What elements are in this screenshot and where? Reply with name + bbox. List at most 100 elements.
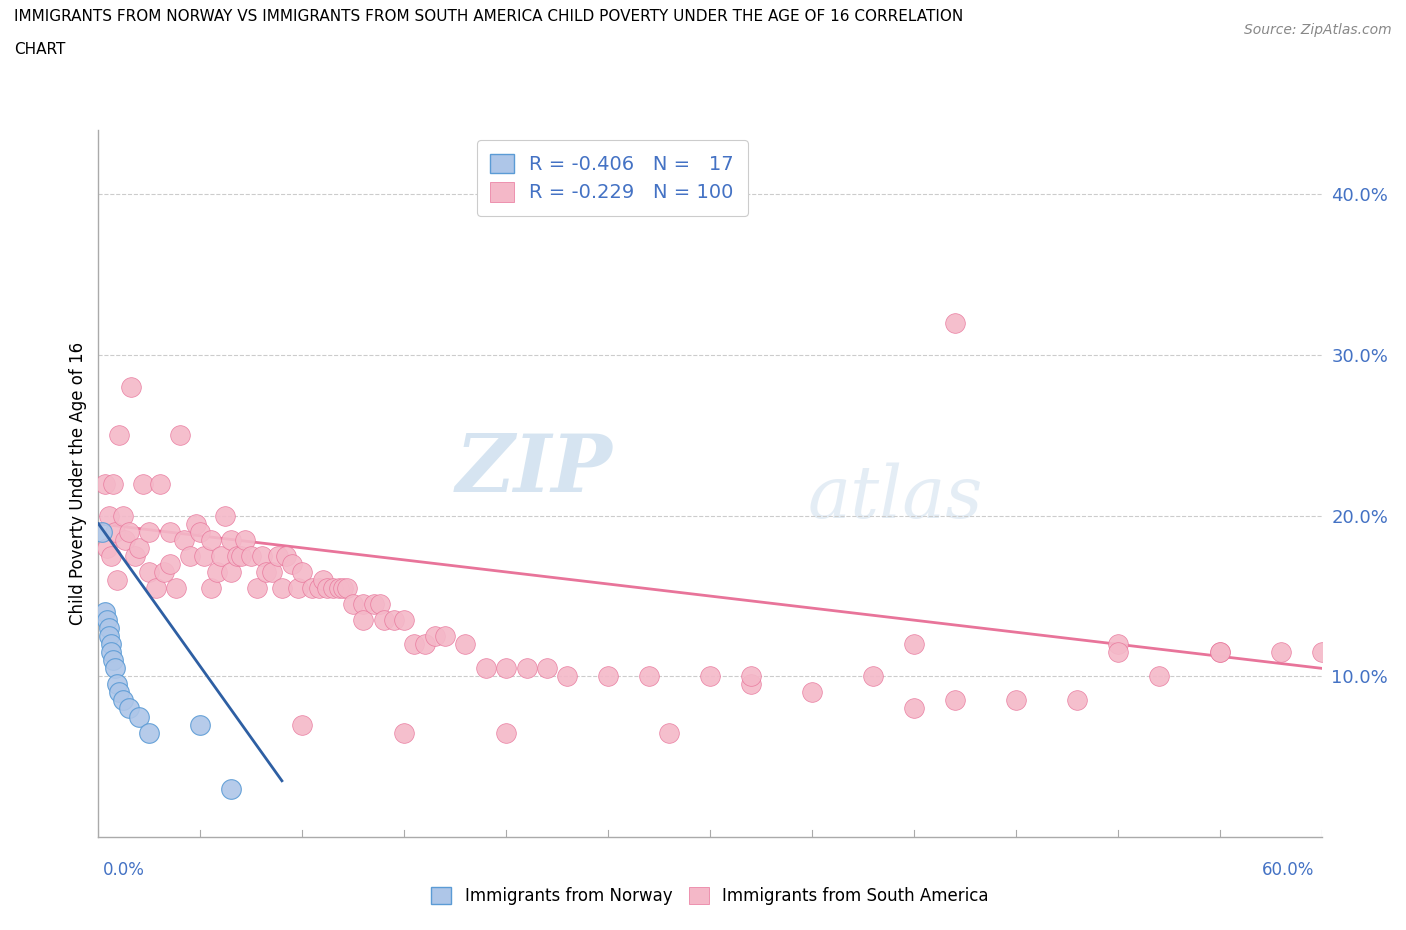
- Point: [209, 549, 232, 564]
- Point: [250, 549, 273, 564]
- Point: [96, 613, 118, 628]
- Point: [368, 597, 391, 612]
- Point: [138, 565, 160, 579]
- Point: [740, 677, 762, 692]
- Point: [93, 476, 115, 491]
- Point: [165, 580, 187, 595]
- Point: [495, 661, 517, 676]
- Point: [246, 580, 269, 595]
- Point: [138, 725, 160, 740]
- Point: [637, 669, 661, 684]
- Point: [943, 315, 966, 330]
- Point: [1209, 644, 1232, 659]
- Point: [315, 580, 337, 595]
- Point: [101, 653, 124, 668]
- Point: [128, 540, 150, 555]
- Point: [111, 693, 134, 708]
- Point: [474, 661, 498, 676]
- Point: [336, 580, 359, 595]
- Y-axis label: Child Poverty Under the Age of 16: Child Poverty Under the Age of 16: [69, 342, 87, 625]
- Point: [328, 580, 350, 595]
- Point: [104, 661, 127, 676]
- Point: [159, 525, 181, 539]
- Point: [111, 509, 134, 524]
- Point: [124, 549, 146, 564]
- Point: [454, 637, 477, 652]
- Point: [287, 580, 309, 595]
- Point: [1209, 644, 1232, 659]
- Point: [801, 685, 824, 700]
- Text: IMMIGRANTS FROM NORWAY VS IMMIGRANTS FROM SOUTH AMERICA CHILD POVERTY UNDER THE : IMMIGRANTS FROM NORWAY VS IMMIGRANTS FRO…: [14, 9, 963, 24]
- Point: [128, 709, 150, 724]
- Text: CHART: CHART: [14, 42, 66, 57]
- Point: [352, 613, 374, 628]
- Point: [97, 620, 120, 635]
- Point: [138, 525, 160, 539]
- Point: [114, 532, 136, 547]
- Point: [96, 540, 118, 555]
- Point: [108, 428, 131, 443]
- Point: [308, 580, 330, 595]
- Point: [169, 428, 191, 443]
- Point: [100, 644, 122, 659]
- Point: [108, 685, 131, 700]
- Point: [332, 580, 354, 595]
- Point: [1270, 644, 1292, 659]
- Point: [392, 725, 416, 740]
- Point: [1147, 669, 1170, 684]
- Point: [219, 781, 242, 796]
- Point: [254, 565, 277, 579]
- Text: Source: ZipAtlas.com: Source: ZipAtlas.com: [1244, 23, 1392, 37]
- Point: [291, 565, 314, 579]
- Point: [516, 661, 538, 676]
- Point: [159, 556, 181, 571]
- Point: [740, 669, 762, 684]
- Point: [193, 549, 215, 564]
- Point: [226, 549, 249, 564]
- Point: [105, 573, 128, 588]
- Point: [100, 549, 122, 564]
- Point: [97, 509, 120, 524]
- Point: [943, 693, 966, 708]
- Point: [281, 556, 304, 571]
- Point: [1066, 693, 1088, 708]
- Point: [363, 597, 385, 612]
- Point: [495, 725, 517, 740]
- Point: [91, 525, 114, 539]
- Point: [132, 476, 155, 491]
- Point: [903, 701, 925, 716]
- Point: [352, 597, 374, 612]
- Point: [413, 637, 436, 652]
- Point: [1107, 644, 1129, 659]
- Point: [145, 580, 167, 595]
- Point: [105, 677, 128, 692]
- Point: [1004, 693, 1026, 708]
- Point: [312, 573, 335, 588]
- Point: [188, 717, 212, 732]
- Point: [267, 549, 290, 564]
- Legend: Immigrants from Norway, Immigrants from South America: Immigrants from Norway, Immigrants from …: [423, 879, 997, 913]
- Point: [291, 717, 314, 732]
- Text: 0.0%: 0.0%: [103, 860, 145, 879]
- Point: [434, 629, 457, 644]
- Point: [186, 516, 208, 531]
- Point: [423, 629, 446, 644]
- Point: [118, 525, 141, 539]
- Point: [173, 532, 195, 547]
- Point: [404, 637, 426, 652]
- Point: [301, 580, 323, 595]
- Point: [214, 509, 236, 524]
- Point: [101, 476, 124, 491]
- Point: [118, 701, 141, 716]
- Point: [100, 637, 122, 652]
- Point: [555, 669, 579, 684]
- Point: [392, 613, 416, 628]
- Text: ZIP: ZIP: [456, 431, 612, 508]
- Point: [231, 549, 253, 564]
- Point: [903, 637, 925, 652]
- Point: [699, 669, 721, 684]
- Point: [658, 725, 681, 740]
- Point: [188, 525, 212, 539]
- Point: [120, 379, 142, 394]
- Point: [536, 661, 558, 676]
